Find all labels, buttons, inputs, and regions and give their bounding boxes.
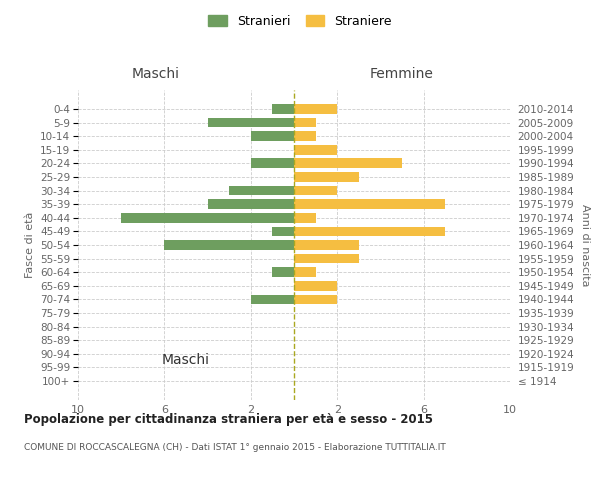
Bar bbox=[294, 281, 337, 290]
Bar bbox=[294, 240, 359, 250]
Bar bbox=[294, 172, 359, 182]
Bar bbox=[294, 268, 316, 277]
Bar bbox=[294, 213, 316, 222]
Text: Maschi: Maschi bbox=[132, 66, 180, 80]
Bar bbox=[294, 200, 445, 209]
Text: Femmine: Femmine bbox=[370, 66, 434, 80]
Bar bbox=[272, 226, 294, 236]
Y-axis label: Anni di nascita: Anni di nascita bbox=[580, 204, 590, 286]
Bar bbox=[294, 294, 337, 304]
Bar bbox=[294, 118, 316, 128]
Bar bbox=[121, 213, 294, 222]
Bar bbox=[164, 240, 294, 250]
Bar bbox=[294, 186, 337, 196]
Bar bbox=[294, 145, 337, 154]
Bar bbox=[251, 158, 294, 168]
Bar bbox=[294, 104, 337, 114]
Bar bbox=[294, 132, 316, 141]
Bar bbox=[208, 118, 294, 128]
Y-axis label: Fasce di età: Fasce di età bbox=[25, 212, 35, 278]
Bar bbox=[229, 186, 294, 196]
Bar bbox=[208, 200, 294, 209]
Bar bbox=[251, 294, 294, 304]
Bar bbox=[272, 104, 294, 114]
Bar bbox=[251, 132, 294, 141]
Bar bbox=[294, 226, 445, 236]
Text: Maschi: Maschi bbox=[162, 353, 210, 367]
Bar bbox=[272, 268, 294, 277]
Bar bbox=[294, 158, 402, 168]
Bar bbox=[294, 254, 359, 264]
Legend: Stranieri, Straniere: Stranieri, Straniere bbox=[205, 11, 395, 32]
Text: Popolazione per cittadinanza straniera per età e sesso - 2015: Popolazione per cittadinanza straniera p… bbox=[24, 412, 433, 426]
Text: COMUNE DI ROCCASCALEGNA (CH) - Dati ISTAT 1° gennaio 2015 - Elaborazione TUTTITA: COMUNE DI ROCCASCALEGNA (CH) - Dati ISTA… bbox=[24, 442, 446, 452]
